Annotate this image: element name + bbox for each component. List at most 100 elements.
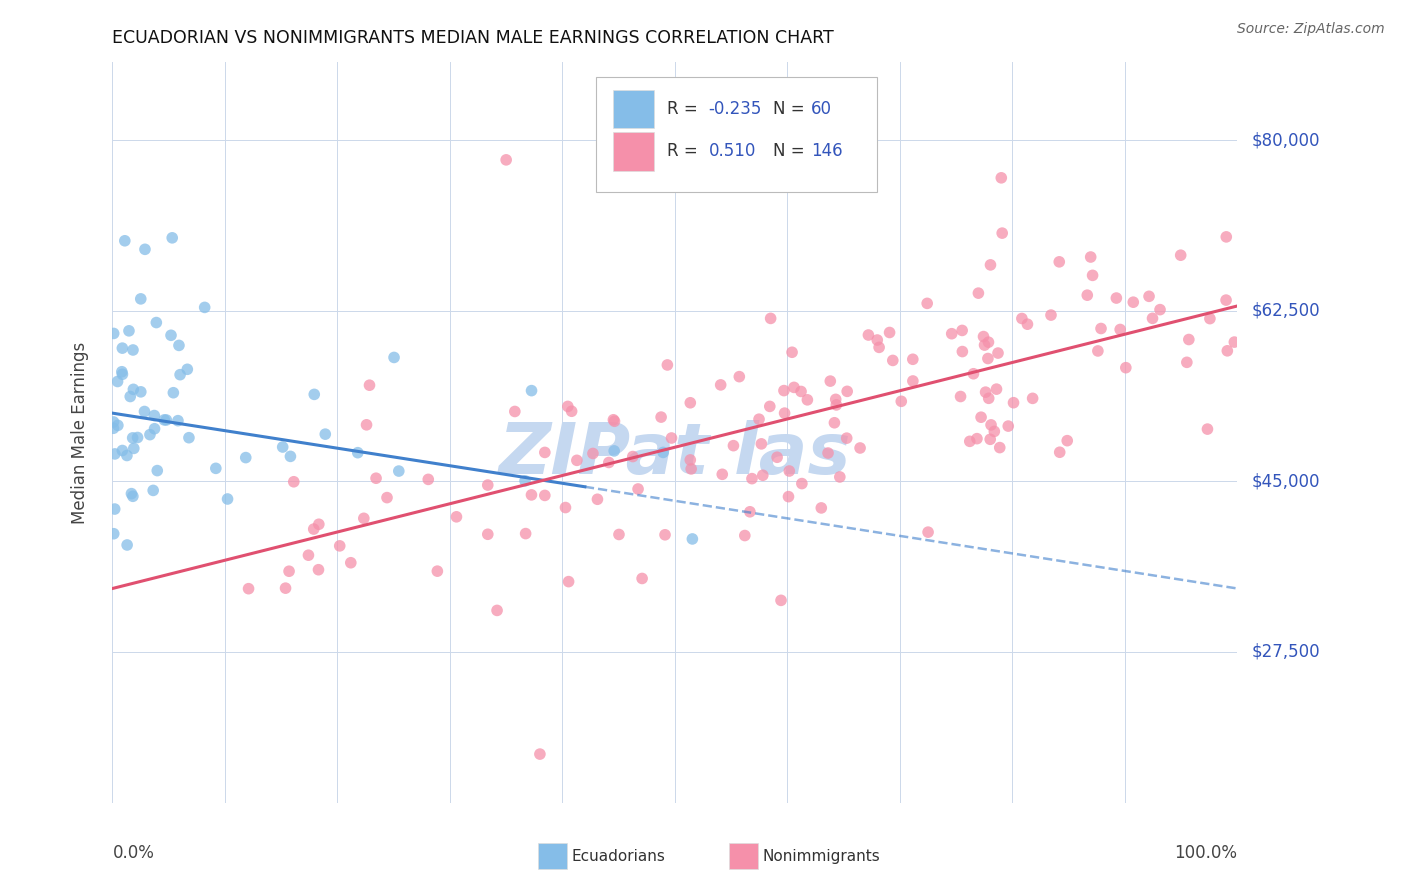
Point xyxy=(631,572,654,586)
Point xyxy=(111,341,134,355)
Point xyxy=(915,296,938,310)
Point xyxy=(796,392,818,407)
Text: ZIPat las: ZIPat las xyxy=(499,420,851,490)
Point xyxy=(974,385,997,400)
Point xyxy=(1056,434,1078,448)
Point xyxy=(194,301,217,315)
Point xyxy=(979,432,1001,446)
Point xyxy=(565,453,588,467)
Point xyxy=(882,353,904,368)
Point xyxy=(778,490,800,504)
Point xyxy=(728,369,751,384)
Point xyxy=(748,412,770,426)
Point xyxy=(283,475,305,489)
Point xyxy=(554,500,576,515)
Point xyxy=(304,387,326,401)
Point xyxy=(238,582,260,596)
Point xyxy=(973,338,995,352)
Point xyxy=(103,526,125,541)
Point xyxy=(1115,360,1137,375)
Point xyxy=(1170,248,1192,262)
Point xyxy=(160,328,183,343)
Point xyxy=(145,316,167,330)
Point xyxy=(308,517,330,532)
Point xyxy=(681,462,703,476)
Point xyxy=(723,439,745,453)
Point xyxy=(143,409,166,423)
Point xyxy=(602,413,624,427)
Point xyxy=(146,464,169,478)
Point xyxy=(1021,392,1043,406)
Point xyxy=(823,416,845,430)
Point xyxy=(280,450,302,464)
Point xyxy=(271,440,294,454)
Point xyxy=(650,410,672,425)
Text: N =: N = xyxy=(773,100,804,118)
Point xyxy=(988,441,1011,455)
Text: -0.235: -0.235 xyxy=(709,100,762,118)
Text: 0.510: 0.510 xyxy=(709,143,756,161)
FancyBboxPatch shape xyxy=(728,843,758,870)
Point xyxy=(679,453,702,467)
Point xyxy=(967,286,990,301)
Point xyxy=(114,234,136,248)
Point xyxy=(980,417,1002,432)
Text: 60: 60 xyxy=(811,100,832,118)
Point xyxy=(111,443,134,458)
Point xyxy=(962,367,984,381)
Point xyxy=(835,431,858,445)
Point xyxy=(308,563,330,577)
Point xyxy=(586,492,609,507)
Point xyxy=(205,461,228,475)
Point xyxy=(769,593,792,607)
Point xyxy=(627,482,650,496)
Point xyxy=(329,539,352,553)
Point xyxy=(824,392,846,407)
Point xyxy=(235,450,257,465)
Point xyxy=(820,374,842,388)
Point xyxy=(751,437,773,451)
Point xyxy=(607,527,630,541)
Point xyxy=(738,505,761,519)
Point xyxy=(134,243,156,257)
Text: 100.0%: 100.0% xyxy=(1174,844,1237,862)
Point xyxy=(941,326,963,341)
Point xyxy=(122,442,145,456)
Point xyxy=(1223,335,1246,350)
Point xyxy=(741,472,763,486)
Point xyxy=(446,509,468,524)
Point xyxy=(949,390,972,404)
Point xyxy=(991,226,1014,240)
Point xyxy=(790,384,813,399)
Point xyxy=(778,464,800,478)
FancyBboxPatch shape xyxy=(596,78,877,192)
Point xyxy=(661,431,683,445)
Point xyxy=(987,346,1010,360)
Point xyxy=(314,427,336,442)
Point xyxy=(901,352,924,367)
Point xyxy=(977,335,1000,350)
Point xyxy=(997,419,1019,434)
Point xyxy=(1105,291,1128,305)
Point xyxy=(858,328,880,343)
Point xyxy=(752,468,775,483)
Point xyxy=(1002,395,1025,409)
Point xyxy=(990,170,1012,185)
Point xyxy=(1199,311,1222,326)
Point xyxy=(1011,311,1033,326)
Point xyxy=(155,413,177,427)
Point xyxy=(129,292,152,306)
Point xyxy=(1137,289,1160,303)
Text: Source: ZipAtlas.com: Source: ZipAtlas.com xyxy=(1237,22,1385,37)
Point xyxy=(486,603,509,617)
Point xyxy=(477,478,499,492)
Point xyxy=(388,464,411,478)
FancyBboxPatch shape xyxy=(613,132,654,170)
Point xyxy=(679,396,702,410)
Point xyxy=(143,422,166,436)
Point xyxy=(773,384,796,398)
Point xyxy=(121,431,143,445)
Point xyxy=(297,548,319,562)
Point xyxy=(837,384,859,399)
Point xyxy=(977,392,1000,406)
